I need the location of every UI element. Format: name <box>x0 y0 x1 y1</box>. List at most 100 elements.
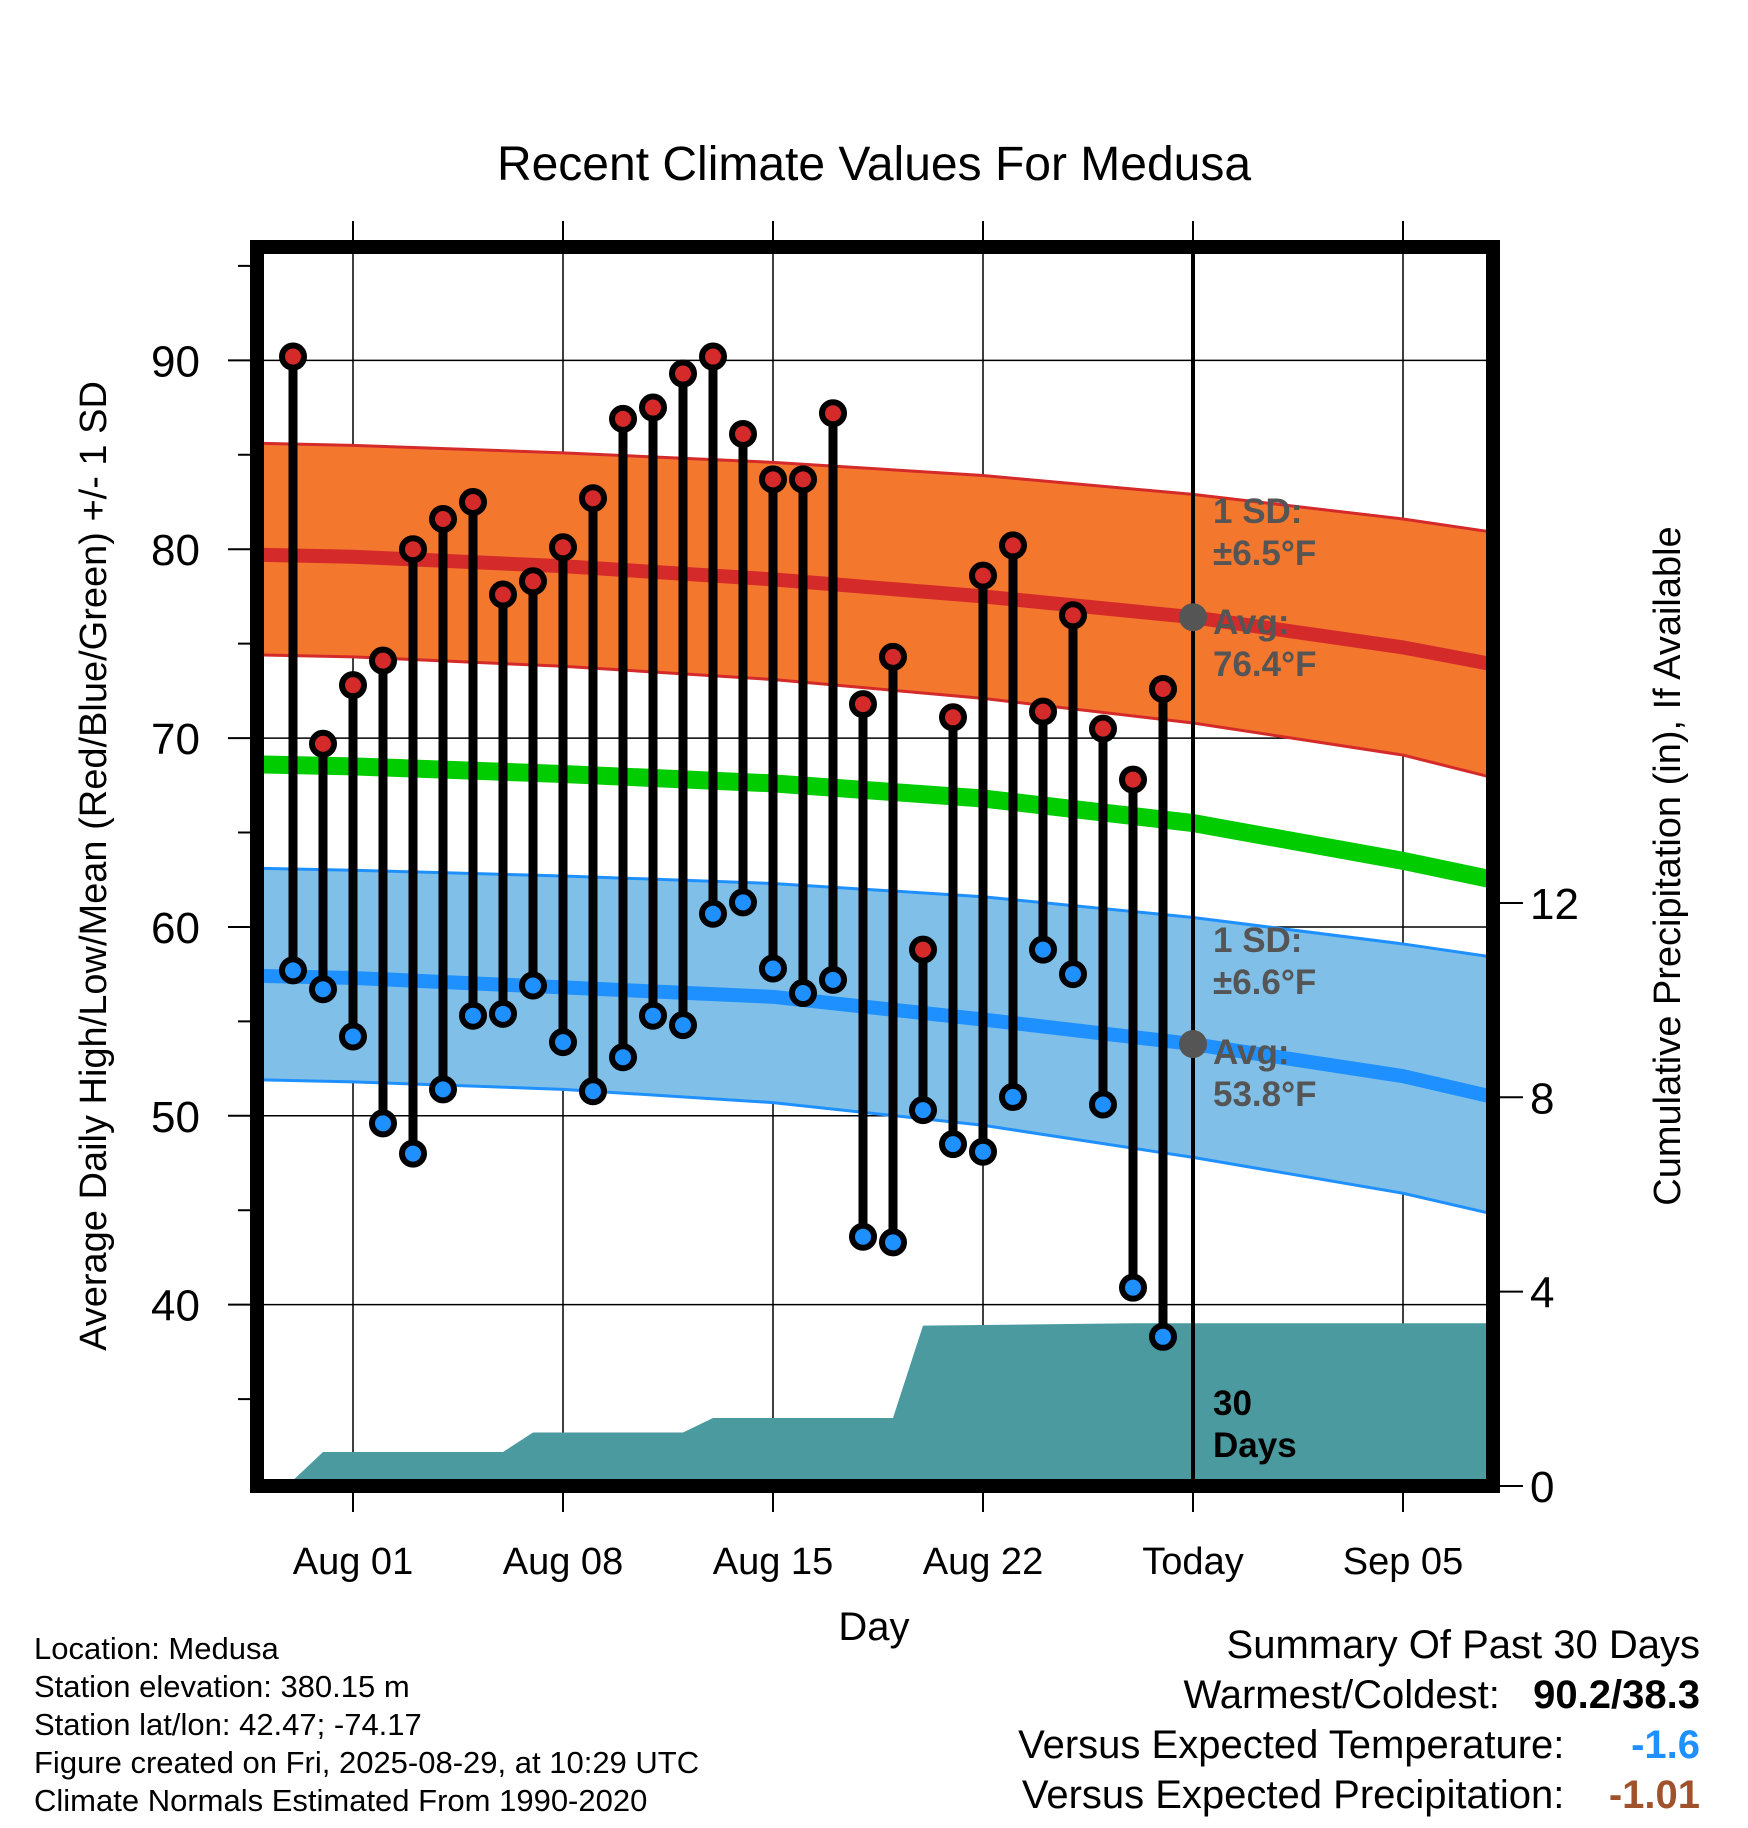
x-tick-label: Aug 15 <box>713 1541 833 1583</box>
low-point <box>759 954 787 983</box>
elevation-text: Station elevation: 380.15 m <box>34 1669 410 1704</box>
high-point <box>1029 697 1057 726</box>
low-sd-band <box>263 868 1493 1215</box>
low-point <box>849 1222 877 1251</box>
high-point <box>999 531 1027 560</box>
low-point <box>429 1075 457 1104</box>
low-point <box>939 1130 967 1159</box>
high-point <box>759 465 787 494</box>
high-point <box>519 567 547 596</box>
normal-high-line <box>262 547 1495 672</box>
high-point <box>939 703 967 732</box>
x-tick-label: Aug 01 <box>293 1541 413 1583</box>
low-point <box>669 1011 697 1040</box>
today-high-avg-marker <box>1179 603 1207 632</box>
high-avg-annotation: 76.4°F <box>1213 645 1317 684</box>
low-sd-annotation: ±6.6°F <box>1213 963 1316 1002</box>
high-band-upper-edge <box>262 441 1494 534</box>
low-point <box>879 1228 907 1257</box>
high-point <box>579 484 607 513</box>
low-band-lower-edge <box>262 1078 1494 1216</box>
daily-range-bars <box>279 342 1177 1351</box>
low-point <box>1089 1090 1117 1119</box>
high-sd-annotation: 1 SD: <box>1213 492 1302 531</box>
low-point <box>579 1077 607 1106</box>
summary-panel: Summary Of Past 30 Days Warmest/Coldest:… <box>1018 1620 1700 1820</box>
y-tick-label: 40 <box>151 1282 200 1331</box>
high-point <box>609 404 637 433</box>
created-text: Figure created on Fri, 2025-08-29, at 10… <box>34 1745 700 1780</box>
chart-title: Recent Climate Values For Medusa <box>497 138 1251 191</box>
low-point <box>549 1028 577 1057</box>
y-tick-label: 80 <box>151 526 200 575</box>
y-tick-label: 60 <box>151 904 200 953</box>
low-point <box>609 1043 637 1072</box>
low-point <box>639 1001 667 1030</box>
high-point <box>879 642 907 671</box>
x-tick-label: Aug 22 <box>923 1541 1043 1583</box>
low-point <box>339 1022 367 1051</box>
period-annotation: Days <box>1213 1426 1297 1465</box>
high-point <box>969 561 997 590</box>
low-avg-annotation: Avg: <box>1213 1033 1289 1072</box>
high-point <box>1119 765 1147 794</box>
low-point <box>519 971 547 1000</box>
low-point <box>819 965 847 994</box>
precip-value: -1.01 <box>1608 1773 1700 1817</box>
high-point <box>489 580 517 609</box>
high-point <box>429 504 457 533</box>
low-point <box>789 979 817 1008</box>
low-point <box>279 956 307 985</box>
x-tick-label: Today <box>1142 1541 1243 1583</box>
summary-temp: Versus Expected Temperature: -1.6 <box>1018 1720 1700 1770</box>
temp-value: -1.6 <box>1631 1723 1700 1767</box>
x-tick-label: Sep 05 <box>1343 1541 1463 1583</box>
high-point <box>549 533 577 562</box>
location-text: Location: Medusa <box>34 1631 279 1666</box>
plot-frame <box>250 240 1500 1493</box>
high-point <box>909 935 937 964</box>
high-point <box>1149 674 1177 703</box>
high-point <box>1059 601 1087 630</box>
high-point <box>399 535 427 564</box>
low-point <box>369 1109 397 1138</box>
normals-text: Climate Normals Estimated From 1990-2020 <box>34 1783 648 1818</box>
latlon-text: Station lat/lon: 42.47; -74.17 <box>34 1707 422 1742</box>
low-point <box>399 1139 427 1168</box>
x-tick-label: Aug 08 <box>503 1541 623 1583</box>
axes: Aug 01 Aug 08 Aug 15 Aug 22 Today Sep 0540506… <box>151 221 1579 1583</box>
high-sd-annotation: ±6.5°F <box>1213 534 1316 573</box>
y2-axis-label: Cumulative Precipitation (in), If Availa… <box>1647 526 1689 1205</box>
station-info: Location: Medusa Station elevation: 380.… <box>34 1630 699 1820</box>
high-point <box>639 393 667 422</box>
precip-label: Versus Expected Precipitation: <box>1021 1773 1565 1817</box>
today-low-avg-marker <box>1179 1030 1207 1059</box>
y-tick-label: 90 <box>151 337 200 386</box>
y2-tick-label: 4 <box>1530 1269 1554 1318</box>
y-tick-label: 50 <box>151 1093 200 1142</box>
normal-mean-line <box>262 755 1495 889</box>
warm-cold-label: Warmest/Coldest: <box>1183 1673 1500 1717</box>
low-sd-annotation: 1 SD: <box>1213 921 1302 960</box>
high-point <box>1089 714 1117 743</box>
high-point <box>339 671 367 700</box>
cumulative-precip-area <box>287 1323 1493 1486</box>
low-point <box>459 1001 487 1030</box>
high-point <box>309 729 337 758</box>
low-point <box>1149 1322 1177 1351</box>
low-point <box>909 1096 937 1125</box>
low-band-upper-edge <box>262 866 1494 959</box>
y2-tick-label: 0 <box>1530 1463 1554 1512</box>
summary-warm-cold: Warmest/Coldest: 90.2/38.3 <box>1018 1670 1700 1720</box>
normal-bands <box>262 441 1495 1216</box>
low-point <box>1059 960 1087 989</box>
y-axis-label: Average Daily High/Low/Mean (Red/Blue/Gr… <box>73 381 115 1351</box>
y-tick-label: 70 <box>151 715 200 764</box>
high-point <box>459 487 487 516</box>
high-point <box>729 419 757 448</box>
low-point <box>699 899 727 928</box>
today-line-group <box>1179 247 1207 1486</box>
warm-cold-value: 90.2/38.3 <box>1533 1673 1700 1717</box>
